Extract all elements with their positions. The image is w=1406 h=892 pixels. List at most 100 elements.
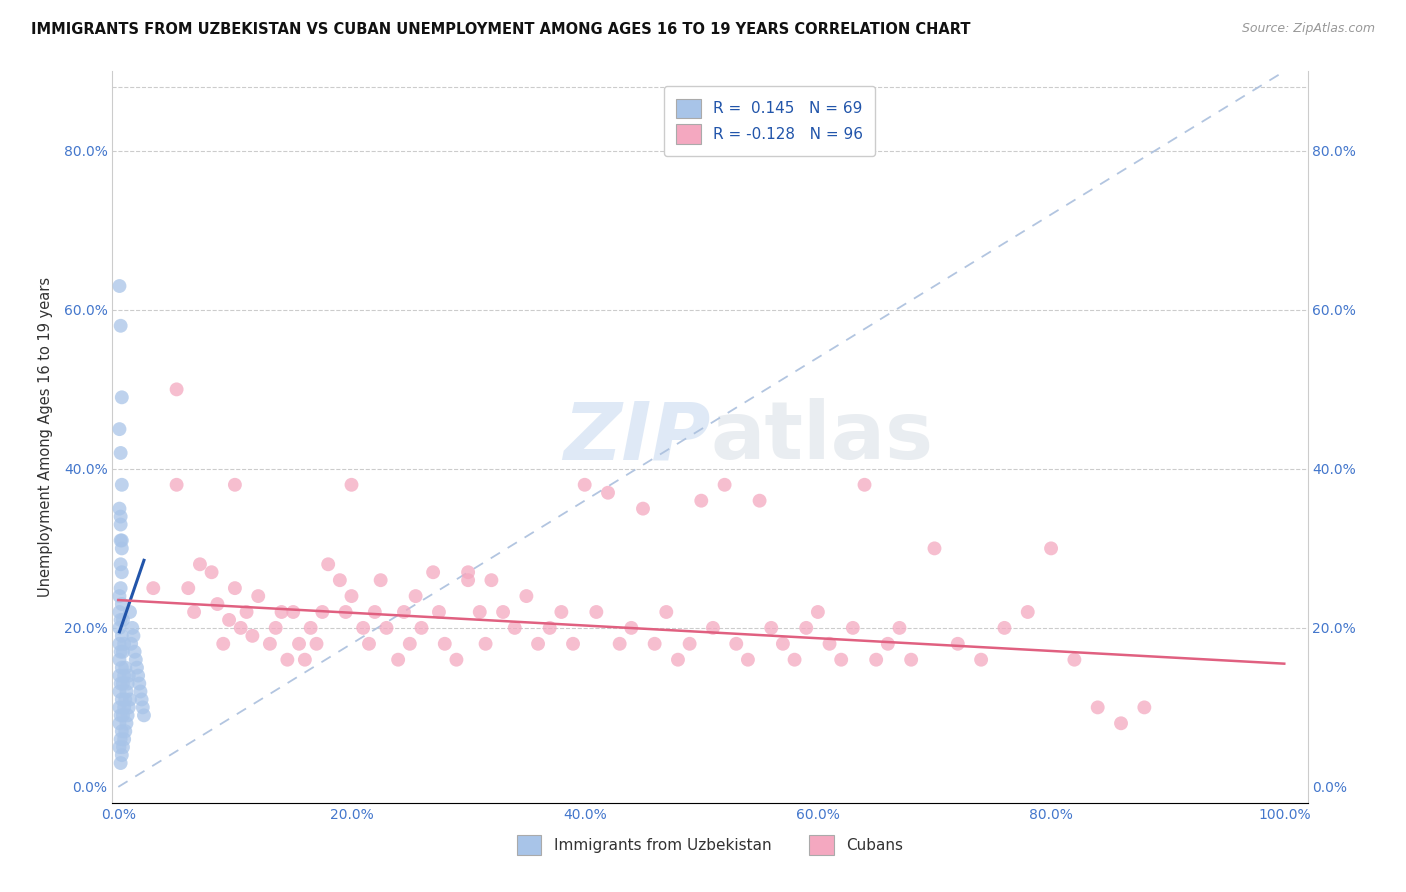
Point bbox=[737, 653, 759, 667]
Point bbox=[108, 684, 131, 698]
Point bbox=[468, 605, 491, 619]
Point bbox=[111, 629, 134, 643]
Point bbox=[110, 645, 132, 659]
Point bbox=[433, 637, 456, 651]
Point bbox=[1040, 541, 1063, 556]
Point bbox=[110, 558, 132, 572]
Point bbox=[212, 637, 235, 651]
Point bbox=[125, 660, 148, 674]
Point bbox=[188, 558, 211, 572]
Text: atlas: atlas bbox=[710, 398, 934, 476]
Point bbox=[876, 637, 898, 651]
Point bbox=[481, 573, 503, 587]
Point bbox=[411, 621, 433, 635]
Point bbox=[375, 621, 398, 635]
Point bbox=[585, 605, 607, 619]
Point bbox=[690, 493, 713, 508]
Point bbox=[1133, 700, 1156, 714]
Point bbox=[183, 605, 205, 619]
Point bbox=[131, 692, 153, 706]
Point bbox=[538, 621, 561, 635]
Point bbox=[166, 477, 188, 491]
Point bbox=[108, 668, 131, 682]
Point bbox=[889, 621, 911, 635]
Point bbox=[229, 621, 252, 635]
Point bbox=[370, 573, 392, 587]
Point bbox=[118, 668, 141, 682]
Point bbox=[166, 383, 188, 397]
Point bbox=[224, 581, 246, 595]
Point bbox=[655, 605, 678, 619]
Point bbox=[129, 684, 152, 698]
Point bbox=[110, 708, 132, 723]
Point bbox=[124, 645, 146, 659]
Point bbox=[108, 716, 131, 731]
Point bbox=[125, 653, 148, 667]
Point bbox=[387, 653, 409, 667]
Point bbox=[666, 653, 689, 667]
Point bbox=[596, 485, 619, 500]
Point bbox=[111, 660, 134, 674]
Point bbox=[112, 732, 135, 747]
Point bbox=[114, 724, 136, 739]
Point bbox=[364, 605, 387, 619]
Point bbox=[247, 589, 270, 603]
Point bbox=[392, 605, 415, 619]
Point bbox=[946, 637, 969, 651]
Point bbox=[702, 621, 724, 635]
Point bbox=[900, 653, 922, 667]
Point bbox=[177, 581, 200, 595]
Point bbox=[294, 653, 316, 667]
Point bbox=[200, 566, 222, 580]
Point bbox=[678, 637, 700, 651]
Point bbox=[335, 605, 357, 619]
Point bbox=[110, 581, 132, 595]
Point bbox=[122, 629, 145, 643]
Point bbox=[111, 676, 134, 690]
Point bbox=[446, 653, 468, 667]
Point bbox=[108, 700, 131, 714]
Point bbox=[111, 390, 134, 404]
Point bbox=[111, 477, 134, 491]
Point bbox=[110, 318, 132, 333]
Point bbox=[713, 477, 735, 491]
Point bbox=[120, 637, 142, 651]
Point bbox=[340, 589, 363, 603]
Point bbox=[111, 533, 134, 548]
Point bbox=[725, 637, 748, 651]
Point bbox=[970, 653, 993, 667]
Point bbox=[457, 573, 479, 587]
Point bbox=[111, 597, 134, 611]
Point bbox=[865, 653, 887, 667]
Point bbox=[142, 581, 165, 595]
Point bbox=[115, 716, 138, 731]
Point bbox=[235, 605, 257, 619]
Point bbox=[405, 589, 427, 603]
Point bbox=[110, 676, 132, 690]
Point bbox=[108, 621, 131, 635]
Point bbox=[329, 573, 352, 587]
Point bbox=[853, 477, 876, 491]
Point bbox=[772, 637, 794, 651]
Point bbox=[111, 724, 134, 739]
Point bbox=[352, 621, 374, 635]
Point bbox=[111, 566, 134, 580]
Point bbox=[457, 566, 479, 580]
Point bbox=[807, 605, 830, 619]
Point bbox=[1017, 605, 1039, 619]
Point bbox=[111, 645, 134, 659]
Point bbox=[110, 517, 132, 532]
Point bbox=[644, 637, 666, 651]
Point bbox=[108, 605, 131, 619]
Point bbox=[108, 589, 131, 603]
Point bbox=[1087, 700, 1109, 714]
Point bbox=[288, 637, 311, 651]
Point bbox=[993, 621, 1015, 635]
Point bbox=[128, 676, 150, 690]
Point bbox=[299, 621, 322, 635]
Point bbox=[631, 501, 654, 516]
Point bbox=[276, 653, 298, 667]
Point bbox=[127, 668, 149, 682]
Point bbox=[207, 597, 229, 611]
Point bbox=[118, 605, 141, 619]
